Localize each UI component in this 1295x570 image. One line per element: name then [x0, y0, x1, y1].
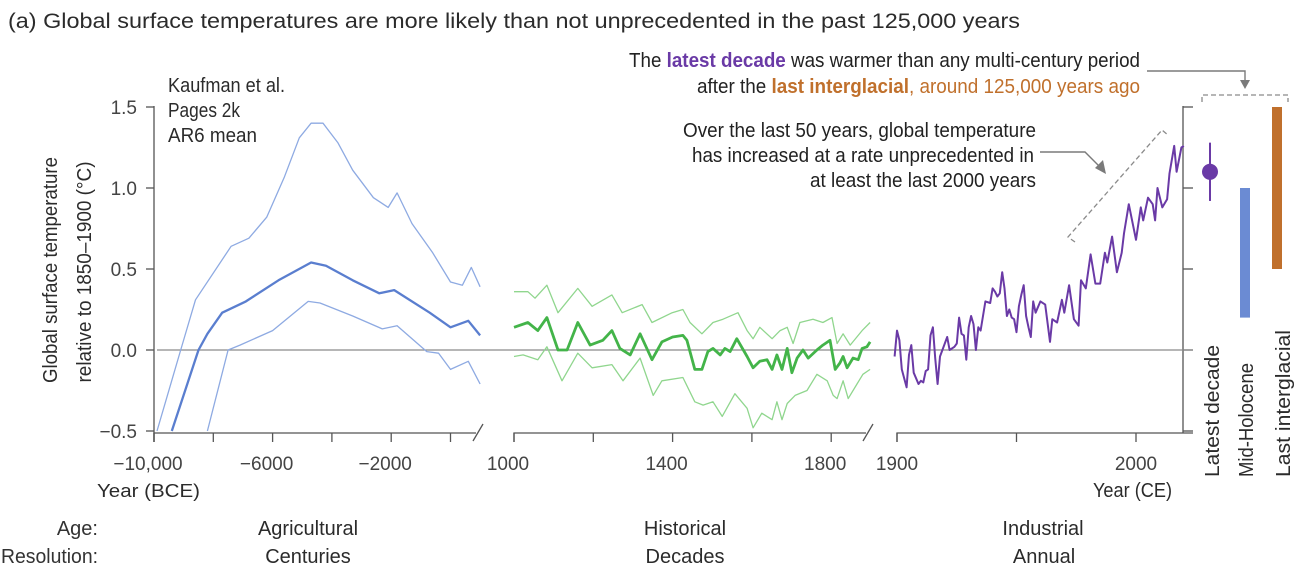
arrowhead-icon [1240, 80, 1250, 89]
legend: Kaufman et al. Pages 2k AR6 mean [168, 75, 285, 147]
x-tick-label: 1900 [876, 454, 918, 475]
legend-item-ar6-mean: AR6 mean [168, 125, 257, 147]
legend-item-pages2k: Pages 2k [168, 100, 241, 122]
era-resolution-annual: Annual [1013, 546, 1075, 568]
annotation-warming-rate: Over the last 50 years, global temperatu… [683, 120, 1169, 243]
annotation-line: Over the last 50 years, global temperatu… [683, 120, 1036, 142]
pages2k-mean-line [513, 316, 872, 375]
arrow-icon [1147, 70, 1246, 84]
axes: −10,000 −6000 −2000 1000 1400 1800 1900 2000 1.5… [99, 98, 1193, 475]
y-axis-label-line-2: relative to 1850–1900 (°C) [74, 162, 96, 383]
y-tick-label: 0.5 [111, 260, 137, 281]
x-axis-label-bce: Year (BCE) [97, 481, 200, 501]
era-age-historical: Historical [644, 518, 726, 540]
series [156, 122, 1185, 432]
pages2k-lower-line [513, 346, 871, 429]
x-axis-0 [153, 432, 476, 442]
age-row-label: Age: [57, 518, 98, 540]
mid-holocene-bar [1240, 188, 1250, 318]
arrow-icon [1040, 151, 1101, 168]
era-age-industrial: Industrial [1002, 518, 1083, 540]
x-tick-label: 1000 [487, 454, 529, 475]
legend-item-kaufman: Kaufman et al. [168, 75, 285, 97]
y-tick-label: 0.0 [111, 341, 137, 362]
x-tick-label: 1400 [645, 454, 687, 475]
mid-holocene-label: Mid-Holocene [1236, 363, 1258, 477]
annotation-highlight-last-interglacial: last interglacial [772, 76, 909, 98]
last-interglacial-bar [1272, 107, 1282, 269]
x-tick-label: 2000 [1115, 454, 1157, 475]
assessment-bracket [1201, 94, 1289, 102]
annotation-highlight-latest-decade: latest decade [667, 50, 786, 72]
x-axis-1 [513, 432, 866, 442]
x-tick-label: 1800 [804, 454, 846, 475]
kaufman-mean-line [170, 261, 481, 432]
era-resolution-centuries: Centuries [265, 546, 351, 568]
annotation-segment: was warmer than any multi-century period [786, 50, 1140, 72]
latest-decade-label: Latest decade [1202, 345, 1224, 477]
x-tick-label: −2000 [359, 454, 412, 475]
annotation-line: The latest decade was warmer than any mu… [629, 50, 1140, 72]
axis-break-mark [472, 423, 484, 442]
x-tick-label: −6000 [240, 454, 293, 475]
era-age-agricultural: Agricultural [258, 518, 358, 540]
chart-title: (a) Global surface temperatures are more… [8, 10, 1020, 33]
annotation-line: at least the last 2000 years [810, 170, 1036, 192]
trend-bracket [1067, 129, 1169, 243]
y-tick-label: 1.0 [111, 179, 137, 200]
era-resolution-decades: Decades [646, 546, 725, 568]
x-axis-label-ce: Year (CE) [1093, 480, 1172, 502]
x-tick-label: −10,000 [113, 454, 182, 475]
annotation-latest-decade: The latest decade was warmer than any mu… [629, 50, 1289, 102]
annotation-line: has increased at a rate unprecedented in [692, 145, 1034, 167]
axis-break-mark [862, 423, 874, 442]
y-axis-label: Global surface temperature relative to 1… [40, 157, 96, 383]
y-tick-label: 1.5 [111, 98, 137, 119]
last-interglacial-label: Last interglacial [1273, 330, 1295, 477]
y-tick-label: −0.5 [99, 422, 137, 443]
annotation-segment: The [629, 50, 667, 72]
arrowhead-icon [1095, 160, 1106, 174]
kaufman-upper-line [156, 122, 481, 432]
latest-decade-marker [1202, 163, 1218, 180]
kaufman-lower-line [206, 300, 481, 432]
ar6-mean-line [893, 144, 1185, 389]
resolution-row-label: Resolution: [1, 546, 98, 568]
x-axis-2 [896, 432, 1193, 442]
annotation-segment: after the [697, 76, 772, 98]
y-axis-label-line-1: Global surface temperature [40, 157, 62, 383]
pages2k-upper-line [514, 284, 871, 346]
assessments: Latest decade Mid-Holocene Last intergla… [1202, 107, 1295, 477]
annotation-segment: , around 125,000 years ago [909, 76, 1140, 98]
annotation-line: after the last interglacial, around 125,… [697, 76, 1140, 98]
